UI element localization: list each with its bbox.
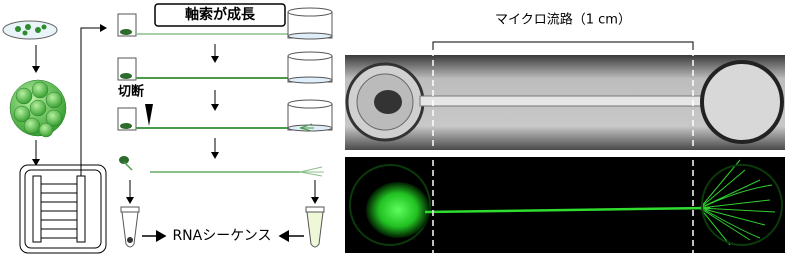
arrow	[80, 24, 107, 176]
step-1	[117, 7, 333, 40]
bracket	[432, 41, 694, 50]
organoid-image	[374, 90, 402, 114]
well-right	[700, 60, 784, 144]
channel-image	[419, 95, 711, 107]
well-right-fl	[701, 164, 783, 246]
axon-spread	[699, 159, 776, 246]
device-channels	[32, 175, 86, 243]
right-panel: マイクロ流路（1 cm）	[345, 12, 785, 253]
rna-seq-label: RNAシーケンス	[172, 228, 271, 244]
petri-dish	[2, 20, 58, 40]
axon-bundle	[424, 206, 711, 214]
colonies	[15, 24, 47, 36]
step-4	[119, 156, 324, 177]
organoid-fl	[366, 182, 430, 238]
left-panel	[2, 20, 107, 254]
tube-right	[305, 206, 325, 248]
step-2	[117, 51, 333, 84]
organoid	[9, 79, 67, 138]
microchannel-label: マイクロ流路（1 cm）	[495, 12, 631, 28]
tube-left	[120, 206, 140, 248]
well-left-fl	[349, 164, 431, 246]
middle-panel: 軸索が成長 切断	[117, 3, 333, 248]
step-3	[117, 99, 333, 132]
cut-label: 切断	[118, 84, 144, 100]
label-box	[154, 3, 286, 27]
axon-growth-label: 軸索が成長	[185, 6, 256, 23]
